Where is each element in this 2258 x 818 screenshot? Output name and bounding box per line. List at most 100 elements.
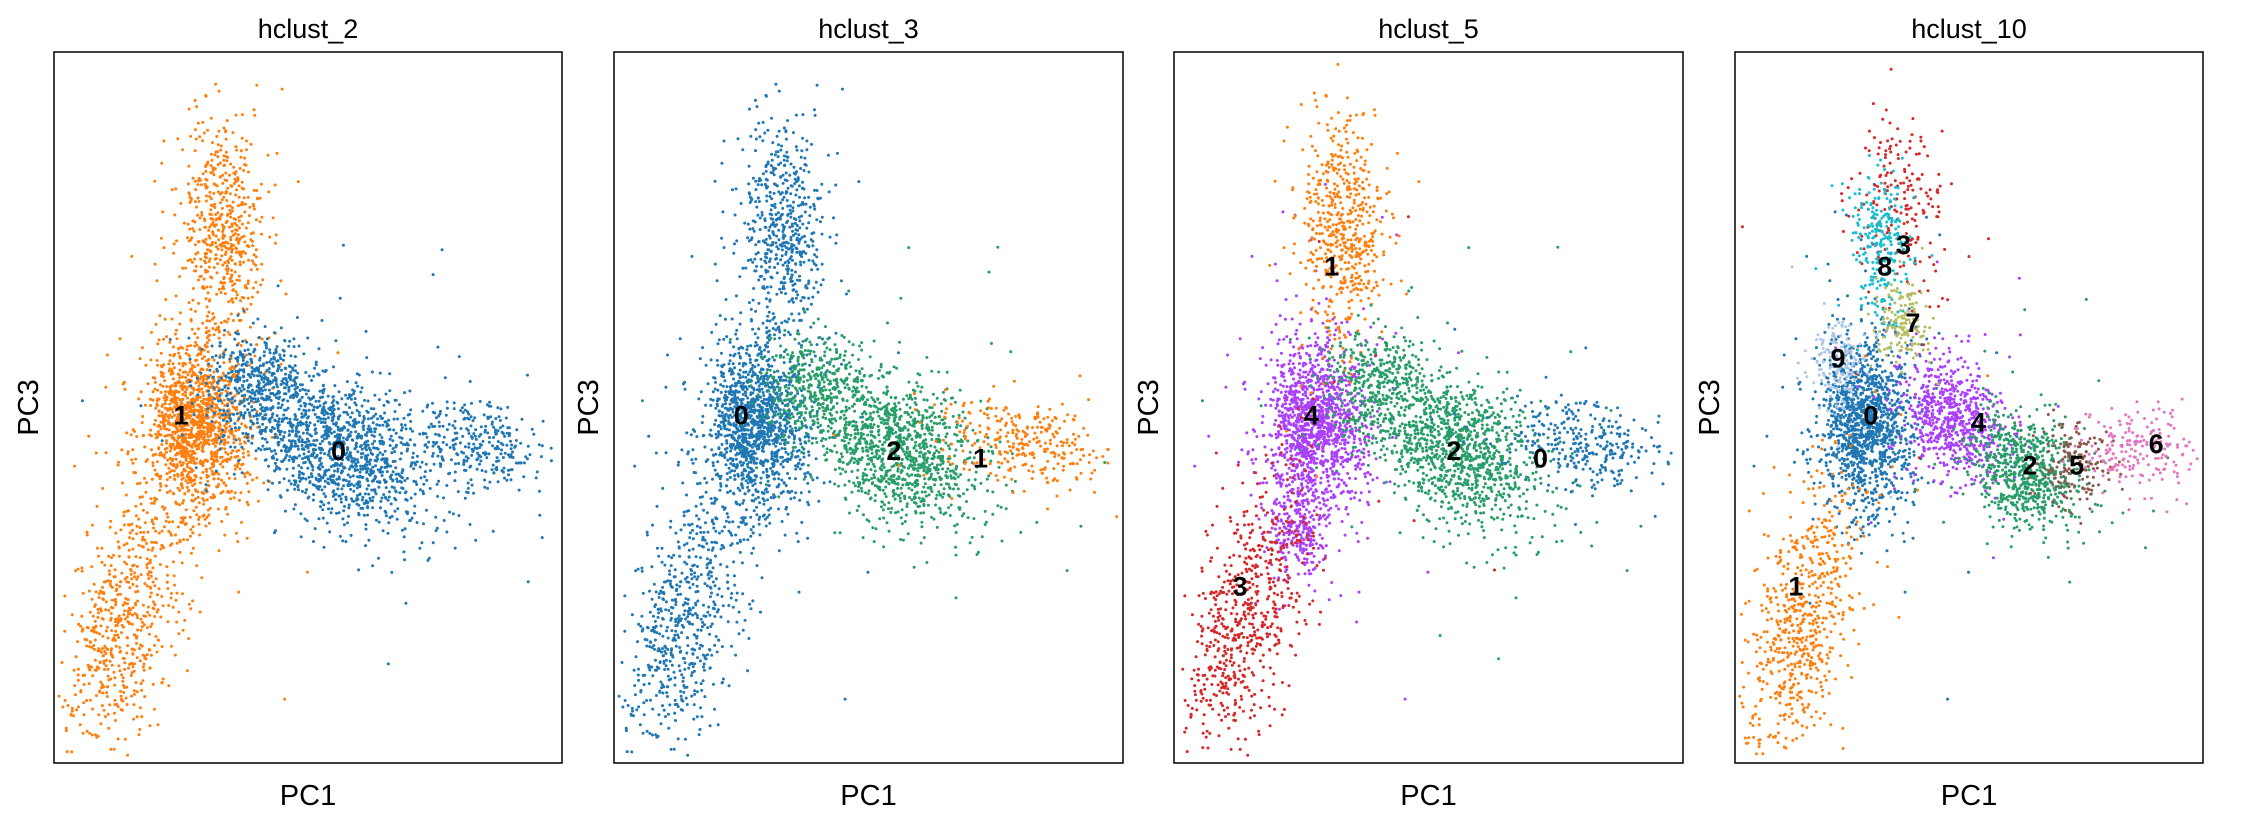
scatter-point xyxy=(229,276,233,279)
scatter-point xyxy=(226,241,230,245)
cluster-label-0: 0 xyxy=(331,436,346,466)
scatter-point xyxy=(186,473,190,477)
scatter-point xyxy=(391,447,395,451)
scatter-point xyxy=(233,270,237,274)
scatter-point xyxy=(255,374,259,378)
scatter-point xyxy=(392,486,396,490)
scatter-point xyxy=(251,434,255,438)
scatter-point xyxy=(194,466,198,470)
scatter-point xyxy=(191,397,195,401)
scatter-point xyxy=(159,615,163,619)
scatter-point xyxy=(134,681,138,685)
scatter-point xyxy=(212,233,216,237)
scatter-point xyxy=(738,368,742,372)
scatter-point xyxy=(784,484,788,488)
scatter-point xyxy=(784,450,788,454)
scatter-point xyxy=(168,359,172,363)
scatter-point xyxy=(404,510,408,514)
scatter-point xyxy=(411,429,414,433)
scatter-point xyxy=(731,457,735,461)
scatter-point xyxy=(335,477,339,481)
scatter-point xyxy=(160,454,164,458)
scatter-point xyxy=(130,577,134,581)
scatter-point xyxy=(304,477,308,481)
scatter-point xyxy=(216,155,220,159)
scatter-point xyxy=(146,382,150,386)
scatter-point xyxy=(366,513,369,517)
scatter-point xyxy=(505,478,509,482)
scatter-point xyxy=(287,479,291,483)
scatter-point xyxy=(142,668,146,672)
scatter-point xyxy=(786,472,790,475)
scatter-point xyxy=(193,359,197,362)
scatter-point xyxy=(537,443,541,447)
scatter-point xyxy=(291,439,295,443)
scatter-point xyxy=(257,386,261,390)
scatter-point xyxy=(265,369,269,372)
scatter-point xyxy=(727,428,731,432)
scatter-point xyxy=(268,351,272,355)
scatter-point xyxy=(216,477,220,481)
scatter-point xyxy=(158,482,162,486)
scatter-point xyxy=(300,415,304,419)
scatter-point xyxy=(231,300,235,304)
scatter-point xyxy=(490,420,494,424)
scatter-point xyxy=(211,457,215,461)
scatter-point xyxy=(187,436,191,440)
scatter-point xyxy=(122,523,126,527)
scatter-point xyxy=(91,674,95,678)
scatter-point xyxy=(295,456,299,460)
scatter-point xyxy=(186,489,190,493)
scatter-point xyxy=(452,407,456,411)
scatter-point xyxy=(169,462,173,466)
scatter-point xyxy=(304,491,308,495)
scatter-point xyxy=(116,705,120,709)
scatter-point xyxy=(228,357,232,361)
scatter-point xyxy=(192,509,196,513)
scatter-point xyxy=(172,242,176,246)
scatter-point xyxy=(199,350,203,354)
scatter-point xyxy=(365,487,369,491)
scatter-point xyxy=(130,254,134,258)
scatter-point xyxy=(207,438,211,442)
scatter-point xyxy=(125,431,129,435)
scatter-point xyxy=(294,414,298,418)
scatter-point xyxy=(439,448,443,452)
scatter-point xyxy=(113,638,117,642)
scatter-point xyxy=(185,412,189,416)
scatter-point xyxy=(201,120,205,124)
scatter-point xyxy=(327,468,331,472)
scatter-point xyxy=(108,525,112,529)
scatter-point xyxy=(178,550,182,554)
scatter-point xyxy=(386,531,390,535)
scatter-point xyxy=(107,554,111,558)
scatter-point xyxy=(283,386,287,390)
scatter-point xyxy=(232,441,236,445)
scatter-point xyxy=(405,449,409,453)
scatter-point xyxy=(126,450,130,454)
scatter-point xyxy=(80,566,84,570)
scatter-point xyxy=(201,446,205,450)
scatter-point xyxy=(241,222,244,226)
scatter-point xyxy=(366,505,369,508)
scatter-point xyxy=(86,663,90,667)
scatter-point xyxy=(213,153,217,157)
scatter-point xyxy=(229,162,233,166)
scatter-point xyxy=(125,703,129,706)
scatter-point xyxy=(329,456,333,460)
scatter-point xyxy=(357,411,361,414)
scatter-point xyxy=(97,554,101,558)
scatter-point xyxy=(758,515,762,519)
scatter-point xyxy=(213,392,217,396)
scatter-point xyxy=(340,397,344,401)
scatter-point xyxy=(284,456,287,460)
scatter-point xyxy=(122,613,126,617)
scatter-point xyxy=(385,470,389,474)
scatter-point xyxy=(178,460,182,464)
scatter-point xyxy=(290,384,294,388)
scatter-point xyxy=(248,205,252,209)
scatter-point xyxy=(389,464,393,468)
scatter-point xyxy=(484,452,488,456)
scatter-point xyxy=(506,468,510,472)
scatter-point xyxy=(151,453,155,457)
